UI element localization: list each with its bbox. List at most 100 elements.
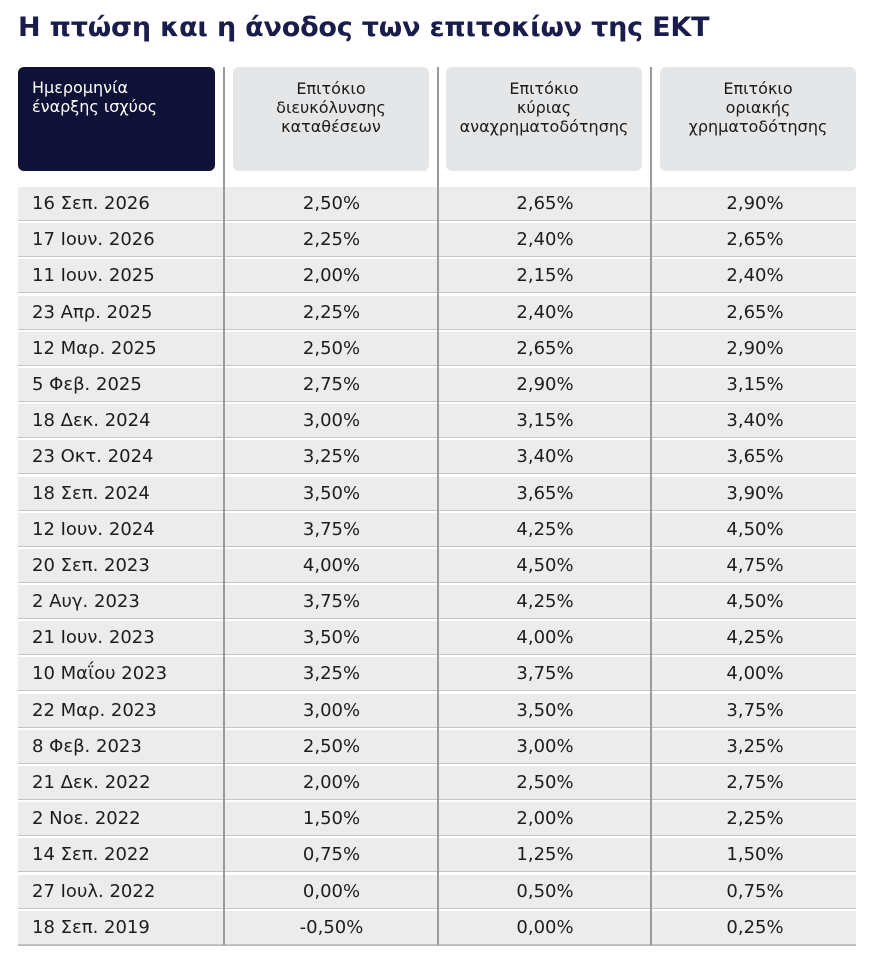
- deposit-rate-cell: 2,25%: [302, 229, 361, 251]
- deposit-rate-cell: 3,25%: [302, 446, 361, 468]
- marginal-lending-rate-cell: 3,90%: [726, 482, 784, 504]
- deposit-rate-cell: 3,50%: [302, 627, 361, 649]
- main-refinancing-rate-cell: 4,25%: [516, 518, 574, 540]
- marginal-lending-rate-cell: 3,75%: [726, 699, 784, 721]
- date-cell: 11 Ιουν. 2025: [32, 265, 155, 287]
- main-refinancing-rate-cell: 3,65%: [516, 482, 574, 504]
- main-refinancing-rate-cell: 2,15%: [516, 265, 574, 287]
- main-refinancing-rate-cell: 1,25%: [516, 844, 574, 866]
- header-marginal-line-2: οριακής: [725, 98, 791, 117]
- column-divider: [650, 67, 652, 945]
- deposit-rate-cell: 3,75%: [302, 591, 361, 613]
- header-date-line-2: έναρξης ισχύος: [32, 97, 158, 116]
- column-divider: [223, 67, 225, 945]
- date-cell: 12 Ιουν. 2024: [32, 518, 155, 540]
- marginal-lending-rate-cell: 0,75%: [726, 880, 784, 902]
- header-date: Ημερομηνία έναρξης ισχύος: [18, 67, 215, 171]
- main-refinancing-rate-cell: 4,50%: [516, 554, 574, 576]
- date-cell: 22 Μαρ. 2023: [32, 699, 157, 721]
- header-main-line-2: κύριας: [516, 98, 572, 117]
- main-refinancing-rate-cell: 3,75%: [516, 663, 574, 685]
- date-cell: 20 Σεπ. 2023: [32, 554, 150, 576]
- main-refinancing-rate-cell: 3,00%: [516, 735, 574, 757]
- marginal-lending-rate-cell: 2,25%: [726, 808, 784, 830]
- header-main-refinancing-rate: Επιτόκιο κύριας αναχρηματοδότησης: [446, 67, 642, 171]
- date-cell: 18 Σεπ. 2019: [32, 916, 150, 938]
- header-deposit-line-3: καταθέσεων: [281, 117, 381, 136]
- main-refinancing-rate-cell: 0,00%: [516, 916, 574, 938]
- header-deposit-line-1: Επιτόκιο: [296, 79, 366, 98]
- header-date-line-1: Ημερομηνία: [32, 78, 129, 97]
- main-refinancing-rate-cell: 2,90%: [516, 373, 574, 395]
- marginal-lending-rate-cell: 2,65%: [726, 301, 784, 323]
- main-refinancing-rate-cell: 2,40%: [516, 229, 574, 251]
- marginal-lending-rate-cell: 2,75%: [726, 772, 784, 793]
- deposit-rate-cell: 0,00%: [302, 880, 361, 902]
- marginal-lending-rate-cell: 3,40%: [726, 410, 784, 432]
- marginal-lending-rate-cell: 4,75%: [726, 554, 784, 576]
- main-refinancing-rate-cell: 2,00%: [516, 808, 574, 830]
- marginal-lending-rate-cell: 2,90%: [726, 337, 784, 359]
- date-cell: 12 Μαρ. 2025: [32, 337, 157, 359]
- main-refinancing-rate-cell: 4,00%: [516, 627, 574, 649]
- marginal-lending-rate-cell: 3,25%: [726, 735, 784, 757]
- deposit-rate-cell: 4,00%: [302, 554, 361, 576]
- date-cell: 21 Ιουν. 2023: [32, 627, 155, 649]
- date-cell: 18 Σεπ. 2024: [32, 482, 150, 504]
- deposit-rate-cell: 2,50%: [302, 337, 361, 359]
- date-cell: 27 Ιουλ. 2022: [32, 880, 156, 902]
- main-refinancing-rate-cell: 0,50%: [516, 880, 574, 902]
- marginal-lending-rate-cell: 3,65%: [726, 446, 784, 468]
- header-deposit-rate: Επιτόκιο διευκόλυνσης καταθέσεων: [233, 67, 429, 171]
- column-divider: [437, 67, 439, 945]
- deposit-rate-cell: 2,00%: [302, 772, 361, 793]
- date-cell: 21 Δεκ. 2022: [32, 772, 151, 793]
- date-cell: 2 Αυγ. 2023: [32, 591, 140, 613]
- date-cell: 18 Δεκ. 2024: [32, 410, 151, 432]
- marginal-lending-rate-cell: 2,90%: [726, 193, 784, 214]
- marginal-lending-rate-cell: 4,25%: [726, 627, 784, 649]
- marginal-lending-rate-cell: 2,65%: [726, 229, 784, 251]
- main-refinancing-rate-cell: 2,65%: [516, 337, 574, 359]
- date-cell: 14 Σεπ. 2022: [32, 844, 150, 866]
- marginal-lending-rate-cell: 4,00%: [726, 663, 784, 685]
- deposit-rate-cell: 3,75%: [302, 518, 361, 540]
- date-cell: 10 Μαΐου 2023: [32, 663, 168, 685]
- date-cell: 2 Νοε. 2022: [32, 808, 141, 830]
- header-deposit-line-2: διευκόλυνσης: [276, 98, 386, 117]
- date-cell: 17 Ιουν. 2026: [32, 229, 155, 251]
- deposit-rate-cell: 2,75%: [302, 373, 361, 395]
- main-refinancing-rate-cell: 2,65%: [516, 193, 574, 214]
- header-main-line-3: αναχρηματοδότησης: [459, 117, 629, 136]
- date-cell: 8 Φεβ. 2023: [32, 735, 142, 757]
- deposit-rate-cell: -0,50%: [299, 916, 364, 938]
- main-refinancing-rate-cell: 2,50%: [516, 772, 574, 793]
- main-refinancing-rate-cell: 3,50%: [516, 699, 574, 721]
- deposit-rate-cell: 2,25%: [302, 301, 361, 323]
- marginal-lending-rate-cell: 4,50%: [726, 591, 784, 613]
- date-cell: 23 Απρ. 2025: [32, 301, 153, 323]
- main-refinancing-rate-cell: 4,25%: [516, 591, 574, 613]
- deposit-rate-cell: 2,00%: [302, 265, 361, 287]
- header-marginal-lending-rate: Επιτόκιο οριακής χρηματοδότησης: [660, 67, 856, 171]
- deposit-rate-cell: 1,50%: [302, 808, 361, 830]
- table-header: Ημερομηνία έναρξης ισχύος Επιτόκιο διευκ…: [18, 67, 856, 171]
- deposit-rate-cell: 3,25%: [302, 663, 361, 685]
- date-cell: 23 Οκτ. 2024: [32, 446, 154, 468]
- deposit-rate-cell: 3,00%: [302, 410, 361, 432]
- date-cell: 5 Φεβ. 2025: [32, 373, 142, 395]
- deposit-rate-cell: 2,50%: [302, 735, 361, 757]
- marginal-lending-rate-cell: 2,40%: [726, 265, 784, 287]
- main-refinancing-rate-cell: 3,15%: [516, 410, 574, 432]
- deposit-rate-cell: 0,75%: [302, 844, 361, 866]
- header-main-line-1: Επιτόκιο: [509, 79, 579, 98]
- page-title: Η πτώση και η άνοδος των επιτοκίων της Ε…: [18, 12, 710, 43]
- date-cell: 16 Σεπ. 2026: [32, 193, 150, 214]
- marginal-lending-rate-cell: 1,50%: [726, 844, 784, 866]
- main-refinancing-rate-cell: 3,40%: [516, 446, 574, 468]
- marginal-lending-rate-cell: 3,15%: [726, 373, 784, 395]
- header-marginal-line-1: Επιτόκιο: [723, 79, 793, 98]
- deposit-rate-cell: 3,50%: [302, 482, 361, 504]
- marginal-lending-rate-cell: 4,50%: [726, 518, 784, 540]
- table-bottom-rule: [18, 945, 856, 946]
